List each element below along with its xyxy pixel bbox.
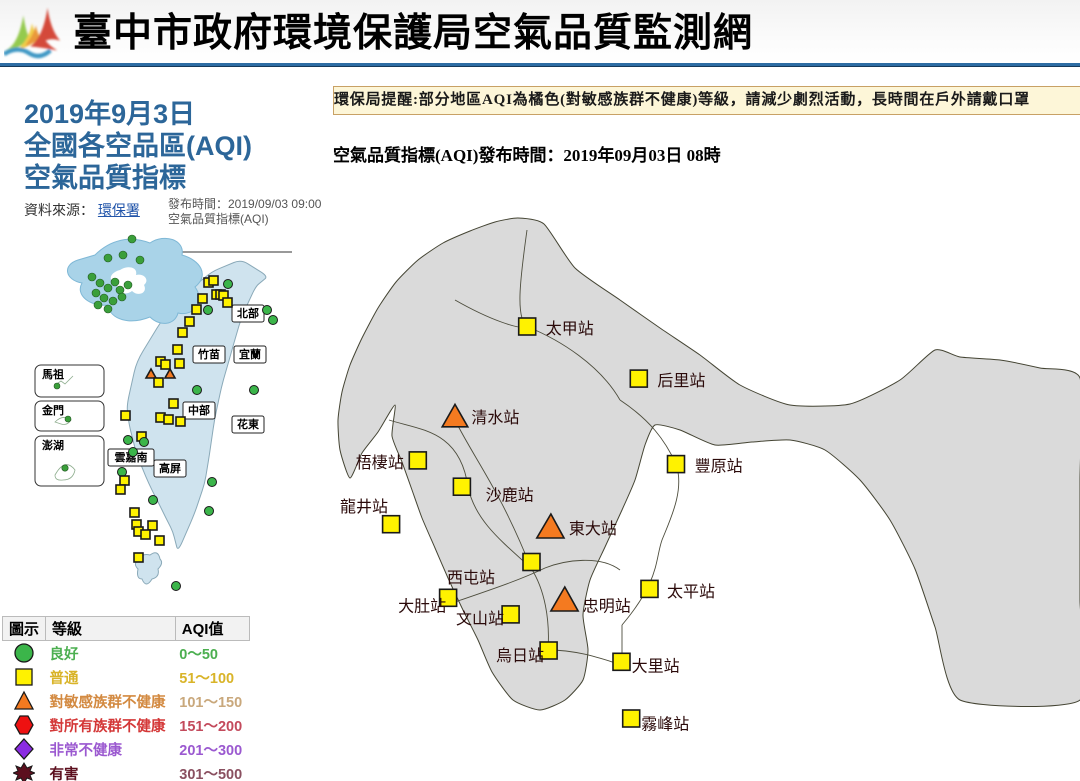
svg-text:豐原站: 豐原站 bbox=[695, 458, 743, 476]
svg-text:太平站: 太平站 bbox=[667, 583, 715, 601]
svg-text:宜蘭: 宜蘭 bbox=[239, 347, 261, 361]
svg-text:金門: 金門 bbox=[41, 403, 64, 417]
svg-text:高屏: 高屏 bbox=[159, 461, 181, 475]
svg-text:后里站: 后里站 bbox=[657, 372, 705, 390]
svg-text:北部: 北部 bbox=[237, 306, 259, 320]
svg-text:大肚站: 大肚站 bbox=[398, 598, 446, 616]
svg-text:沙鹿站: 沙鹿站 bbox=[486, 487, 534, 505]
svg-text:東大站: 東大站 bbox=[569, 520, 617, 538]
svg-text:文山站: 文山站 bbox=[456, 610, 504, 628]
svg-text:太甲站: 太甲站 bbox=[546, 320, 594, 338]
svg-text:霧峰站: 霧峰站 bbox=[641, 715, 689, 733]
svg-text:龍井站: 龍井站 bbox=[340, 498, 388, 516]
svg-text:梧棲站: 梧棲站 bbox=[356, 454, 404, 472]
svg-text:中部: 中部 bbox=[188, 403, 210, 417]
svg-text:清水站: 清水站 bbox=[471, 409, 519, 427]
svg-text:花東: 花東 bbox=[237, 417, 260, 431]
svg-text:竹苗: 竹苗 bbox=[197, 347, 220, 361]
svg-text:大里站: 大里站 bbox=[632, 658, 680, 676]
svg-text:馬祖: 馬祖 bbox=[42, 367, 64, 381]
svg-text:澎湖: 澎湖 bbox=[42, 438, 64, 452]
svg-text:忠明站: 忠明站 bbox=[583, 598, 631, 616]
svg-text:烏日站: 烏日站 bbox=[496, 647, 544, 665]
svg-text:西屯站: 西屯站 bbox=[447, 569, 495, 587]
